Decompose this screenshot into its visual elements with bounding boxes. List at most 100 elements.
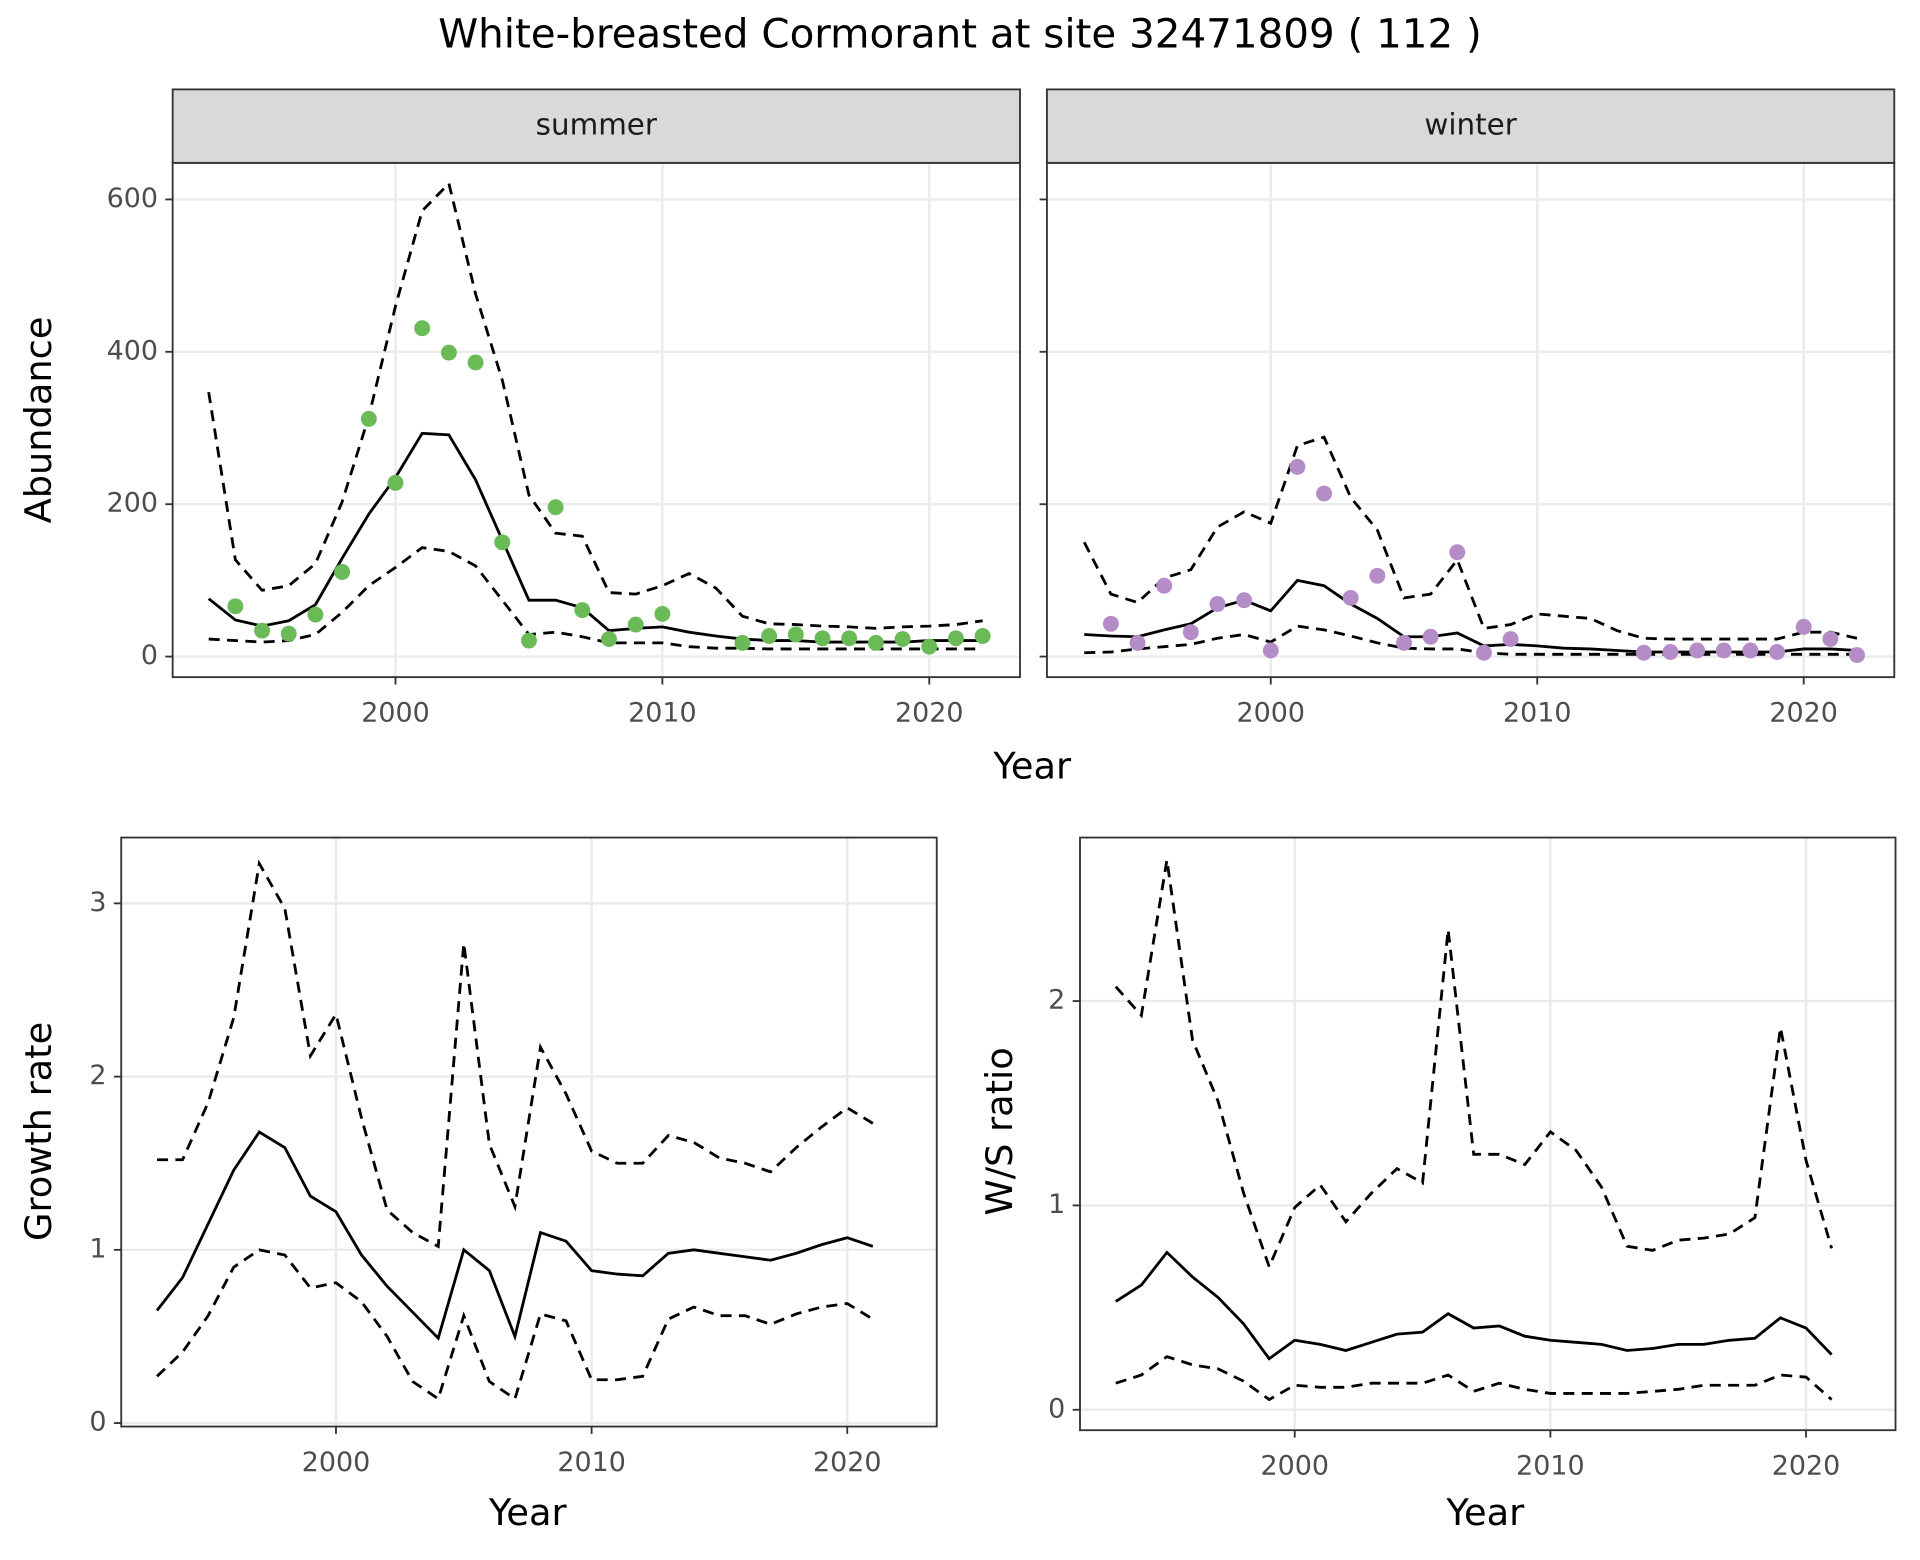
data-point	[787, 626, 804, 643]
data-point	[1369, 567, 1386, 584]
data-point	[867, 634, 884, 651]
y-tick-label: 200	[107, 488, 158, 519]
panel-background	[172, 162, 1020, 678]
data-point	[1129, 634, 1146, 651]
x-tick-label: 2000	[361, 697, 430, 728]
x-tick-label: 2020	[895, 697, 964, 728]
data-point	[1635, 644, 1652, 661]
data-point	[1396, 634, 1412, 651]
data-point	[1156, 577, 1173, 594]
data-point	[1715, 642, 1732, 659]
data-point	[601, 631, 617, 648]
data-point	[1182, 624, 1199, 641]
data-point	[1795, 618, 1812, 635]
facet-strip	[1046, 88, 1896, 164]
data-point	[547, 499, 564, 516]
data-point	[520, 632, 537, 649]
panel-border	[1079, 836, 1897, 1432]
x-tick-label: 2010	[1503, 697, 1572, 728]
data-point	[574, 602, 591, 619]
data-point	[1502, 631, 1519, 648]
mean-line	[155, 1130, 874, 1342]
data-point	[494, 534, 511, 551]
data-point	[1236, 592, 1253, 609]
facet-strip	[171, 88, 1021, 164]
panel-background	[121, 837, 937, 1427]
data-point	[1209, 596, 1226, 612]
data-point	[841, 630, 858, 647]
x-tick-label: 2010	[557, 1447, 626, 1478]
data-point	[1475, 644, 1492, 661]
y-tick-label: 2	[89, 1060, 106, 1091]
data-point	[921, 638, 938, 655]
data-point	[1742, 642, 1759, 659]
y-tick-label: 400	[107, 335, 158, 366]
mean-line	[1115, 1250, 1833, 1361]
x-axis-title: Year	[488, 1491, 568, 1534]
data-point	[254, 622, 271, 639]
data-point	[1102, 615, 1119, 632]
data-point	[654, 605, 671, 622]
y-axis-title: Abundance	[17, 317, 60, 524]
y-tick-label: 2	[1048, 985, 1065, 1016]
data-point	[974, 628, 991, 644]
y-tick-label: 1	[89, 1233, 106, 1264]
x-axis-title: Year	[1445, 1491, 1525, 1534]
y-tick-label: 0	[1048, 1393, 1065, 1424]
y-axis-title: W/S ratio	[978, 1047, 1021, 1215]
data-point	[227, 598, 244, 615]
data-point	[894, 631, 911, 648]
interval-line	[157, 859, 874, 1249]
x-tick-label: 2000	[302, 1447, 371, 1478]
panel-border	[120, 836, 938, 1428]
interval-line	[208, 546, 983, 651]
data-point	[1822, 631, 1839, 648]
interval-line	[1115, 1355, 1833, 1402]
x-tick-label: 2010	[628, 697, 697, 728]
x-tick-label: 2020	[813, 1447, 882, 1478]
data-point	[467, 354, 484, 371]
y-tick-label: 3	[89, 887, 106, 918]
x-tick-label: 2000	[1237, 697, 1306, 728]
panel-background	[1046, 162, 1895, 678]
data-point	[440, 344, 457, 361]
data-point	[761, 628, 778, 644]
data-point	[1689, 642, 1706, 659]
interval-line	[207, 180, 983, 630]
y-tick-label: 0	[89, 1407, 106, 1438]
facet-label: summer	[536, 108, 658, 142]
panel-background	[1080, 837, 1896, 1431]
interval-line	[1082, 435, 1858, 641]
data-point	[814, 630, 831, 647]
x-tick-label: 2020	[1772, 1450, 1841, 1481]
y-axis-title: Growth rate	[17, 1022, 60, 1241]
data-point	[1662, 644, 1679, 660]
data-point	[334, 564, 351, 580]
data-point	[307, 606, 324, 623]
facet-label: winter	[1424, 108, 1517, 142]
data-point	[947, 630, 964, 647]
data-point	[1769, 644, 1786, 660]
data-point	[414, 320, 431, 337]
data-point	[1849, 647, 1865, 664]
x-tick-label: 2020	[1769, 697, 1838, 728]
figure-title: White-breasted Cormorant at site 3247180…	[438, 10, 1482, 58]
y-tick-label: 0	[141, 640, 158, 671]
data-point	[1289, 458, 1306, 475]
y-tick-label: 1	[1048, 1189, 1065, 1220]
data-point	[1422, 628, 1439, 645]
data-point	[280, 625, 297, 642]
x-tick-label: 2000	[1260, 1450, 1329, 1481]
data-point	[1449, 544, 1466, 561]
x-axis-title: Year	[992, 744, 1072, 787]
y-tick-label: 600	[107, 183, 158, 214]
data-point	[360, 410, 377, 427]
data-point	[734, 634, 751, 651]
data-point	[1342, 589, 1359, 606]
x-tick-label: 2010	[1516, 1450, 1585, 1481]
data-point	[627, 616, 644, 633]
interval-line	[1114, 859, 1833, 1271]
data-point	[387, 474, 404, 491]
